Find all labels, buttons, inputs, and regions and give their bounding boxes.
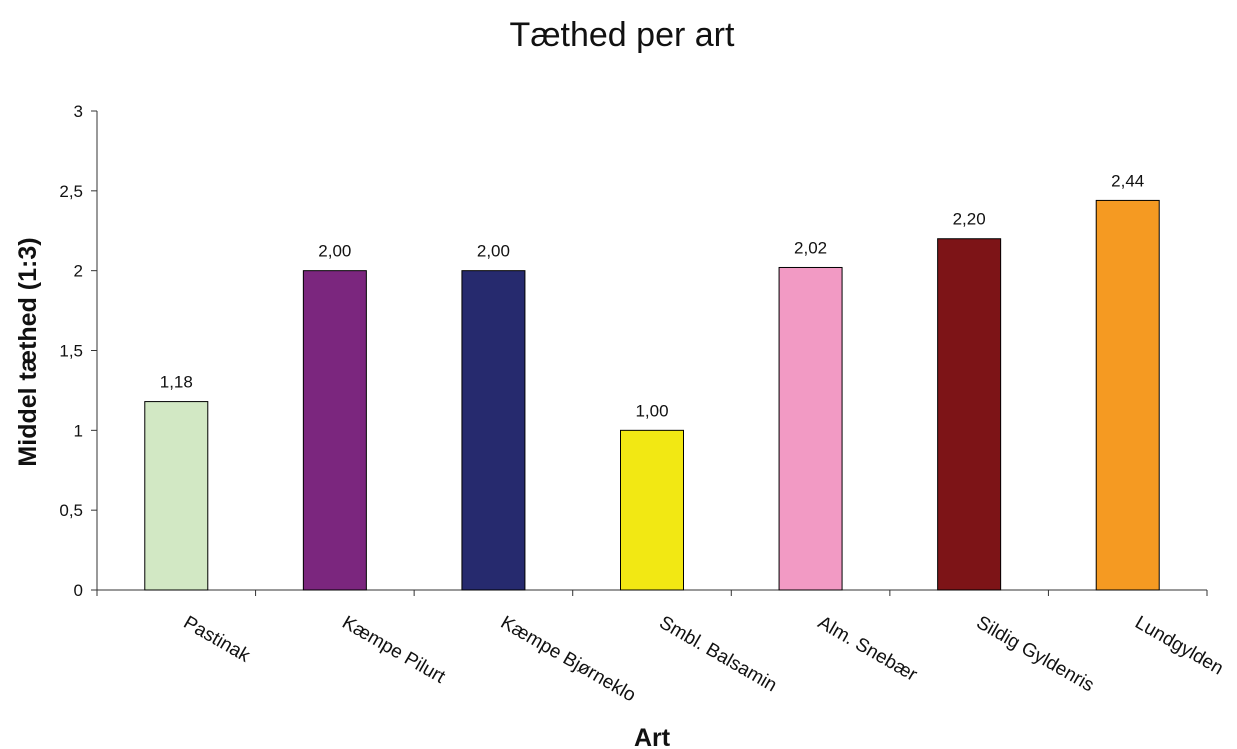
- y-tick-label: 0: [74, 581, 83, 600]
- y-tick-label: 2,5: [59, 182, 83, 201]
- category-label: Lundgylden: [1131, 612, 1227, 679]
- data-labels: 1,18 2,00 2,00 1,00 2,02 2,20 2,44: [160, 171, 1145, 420]
- category-label: Alm. Snebær: [814, 612, 921, 686]
- category-label: Kæmpe Pilurt: [338, 612, 449, 688]
- bar: [1095, 199, 1160, 591]
- bar: [778, 266, 843, 591]
- data-label: 2,44: [1111, 171, 1144, 190]
- data-label: 1,00: [635, 401, 668, 420]
- y-tick-label: 0,5: [59, 501, 83, 520]
- y-tick-label: 1,5: [59, 342, 83, 361]
- category-label: Smbl. Balsamin: [656, 612, 781, 696]
- bar: [620, 429, 684, 591]
- data-label: 1,18: [160, 373, 193, 392]
- y-tick-label: 1: [74, 421, 83, 440]
- bar: [302, 270, 367, 591]
- category-label: Pastinak: [180, 612, 254, 667]
- x-axis-ticks: [96, 590, 1208, 596]
- chart-title: Tæthed per art: [510, 16, 735, 54]
- bar: [144, 401, 209, 591]
- category-label: Kæmpe Bjørneklo: [497, 612, 639, 706]
- data-label: 2,20: [953, 210, 986, 229]
- category-labels: Pastinak Kæmpe Pilurt Kæmpe Bjørneklo Smbl.…: [180, 612, 1227, 706]
- data-label: 2,00: [477, 242, 510, 261]
- x-axis-title: Art: [634, 724, 671, 749]
- bar: [937, 238, 1002, 591]
- y-tick-label: 2: [74, 262, 83, 281]
- category-label: Sildig Gyldenris: [973, 612, 1098, 696]
- y-axis-title: Middel tæthed (1:3): [14, 237, 42, 466]
- bars: [144, 199, 1160, 591]
- bar: [461, 270, 526, 591]
- y-tick-label: 3: [74, 102, 83, 121]
- data-label: 2,02: [794, 238, 827, 257]
- y-axis-ticks: 0 0,5 1 1,5 2 2,5 3: [59, 102, 97, 600]
- data-label: 2,00: [318, 242, 351, 261]
